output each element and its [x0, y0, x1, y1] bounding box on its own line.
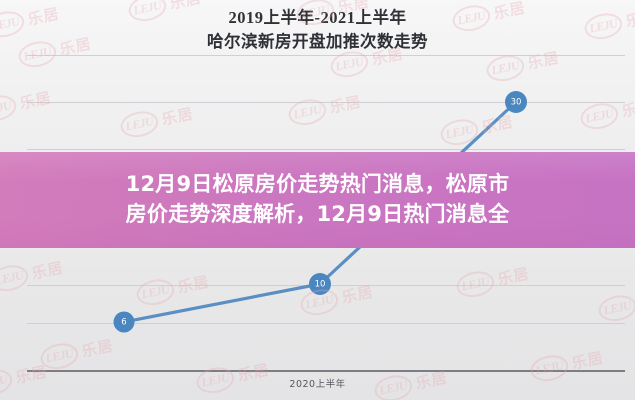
gridline-7	[27, 323, 625, 324]
data-point-30-label: 30	[511, 98, 522, 108]
headline-overlay-band: 12月9日松原房价走势热门消息，松原市 房价走势深度解析，12月9日热门消息全	[0, 152, 635, 248]
headline-line-1: 12月9日松原房价走势热门消息，松原市	[125, 172, 510, 197]
x-axis-tick-label: 2020上半年	[289, 379, 346, 390]
x-axis-line	[27, 370, 625, 372]
headline-overlay-text: 12月9日松原房价走势热门消息，松原市 房价走势深度解析，12月9日热门消息全	[0, 170, 635, 230]
chart-title-line1: 2019上半年-2021上半年	[228, 8, 407, 27]
gridline-3	[27, 149, 625, 150]
chart-title-line2: 哈尔滨新房开盘加推次数走势	[207, 31, 428, 51]
data-point-10[interactable]: 10	[309, 273, 331, 295]
gridline-1	[27, 55, 625, 56]
data-point-6[interactable]: 6	[113, 311, 135, 333]
data-point-30[interactable]: 30	[505, 91, 527, 113]
gridline-2	[27, 102, 625, 103]
chart-title: 2019上半年-2021上半年 哈尔滨新房开盘加推次数走势	[0, 6, 635, 54]
data-point-10-label: 10	[315, 280, 326, 290]
data-point-6-label: 6	[121, 318, 126, 328]
headline-line-2: 房价走势深度解析，12月9日热门消息全	[125, 202, 510, 226]
